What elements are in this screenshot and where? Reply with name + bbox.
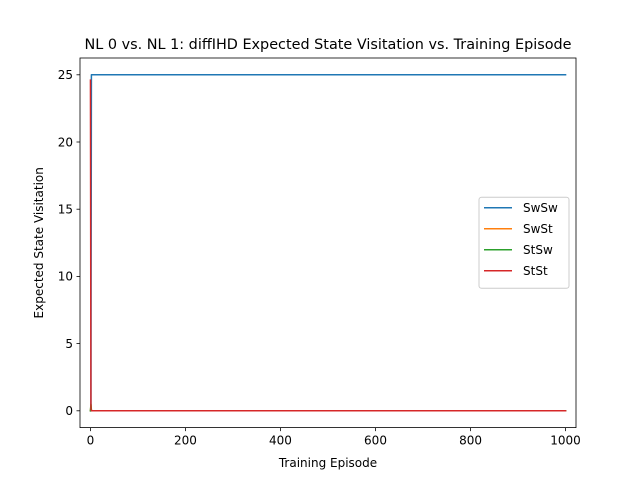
legend: SwSw SwSt StSw StSt [478,196,570,289]
series-line-stst [89,79,567,412]
y-tick-label: 20 [58,135,73,149]
x-tick-label: 600 [364,434,387,448]
x-tick-label: 200 [174,434,197,448]
y-tick-label: 0 [65,404,73,418]
y-axis-ticks: 0 5 10 15 20 25 [58,68,80,418]
y-tick-label: 25 [58,68,73,82]
x-tick-label: 400 [269,434,292,448]
legend-box [478,196,570,289]
series-layer [89,74,567,412]
legend-label-stsw: StSw [523,243,553,257]
y-tick-label: 10 [58,270,73,284]
x-tick-label: 1000 [550,434,581,448]
x-axis-label: Training Episode [278,456,377,470]
chart-title: NL 0 vs. NL 1: diffIHD Expected State Vi… [85,37,572,53]
x-tick-label: 800 [459,434,482,448]
y-tick-label: 5 [65,337,73,351]
y-tick-label: 15 [58,203,73,217]
x-axis-ticks: 0 200 400 600 800 1000 [87,427,581,448]
legend-label-stst: StSt [523,264,548,278]
x-tick-label: 0 [87,434,95,448]
plot-frame [79,57,577,429]
y-axis-label: Expected State Visitation [32,167,46,318]
legend-label-swst: SwSt [523,222,553,236]
legend-label-swsw: SwSw [523,201,558,215]
